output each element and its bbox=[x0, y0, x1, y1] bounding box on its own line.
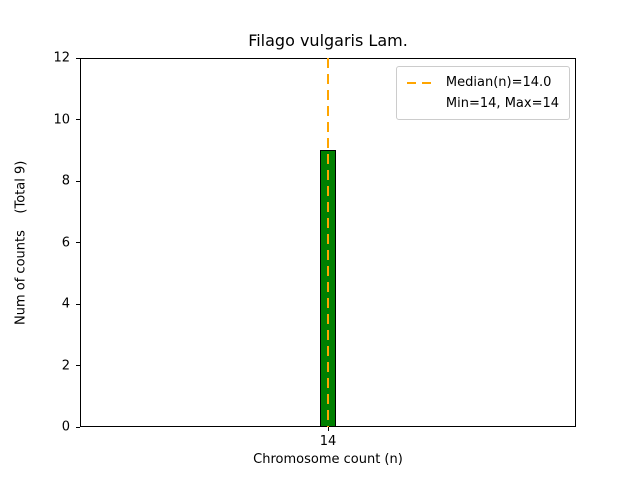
y-tick-mark bbox=[76, 365, 80, 366]
x-axis-label: Chromosome count (n) bbox=[253, 452, 403, 467]
y-tick-mark bbox=[76, 426, 80, 428]
chart-title: Filago vulgaris Lam. bbox=[248, 31, 408, 50]
median-line bbox=[327, 58, 329, 427]
x-tick-mark bbox=[327, 427, 329, 431]
y-tick-label: 0 bbox=[61, 419, 70, 435]
legend-empty-sample bbox=[407, 103, 437, 105]
y-tick-label: 6 bbox=[61, 235, 70, 250]
y-tick-label: 2 bbox=[61, 358, 70, 373]
legend-label: Median(n)=14.0 bbox=[445, 75, 552, 90]
y-tick-mark bbox=[76, 119, 80, 120]
y-tick-label: 4 bbox=[61, 296, 70, 312]
legend-entry: Median(n)=14.0 bbox=[406, 72, 559, 93]
y-tick-mark bbox=[76, 303, 80, 305]
y-tick-label: 12 bbox=[53, 50, 70, 66]
legend-entry: Min=14, Max=14 bbox=[407, 93, 559, 114]
y-tick-label: 8 bbox=[61, 173, 70, 189]
legend: Median(n)=14.0 Min=14, Max=14 bbox=[395, 66, 570, 120]
legend-label: Min=14, Max=14 bbox=[445, 96, 559, 111]
legend-dashed-line-icon bbox=[406, 81, 437, 84]
y-tick-label: 10 bbox=[53, 112, 70, 127]
x-tick-label: 14 bbox=[319, 434, 337, 449]
y-tick-mark bbox=[76, 180, 80, 182]
y-tick-mark bbox=[76, 57, 80, 59]
y-tick-mark bbox=[76, 242, 80, 243]
